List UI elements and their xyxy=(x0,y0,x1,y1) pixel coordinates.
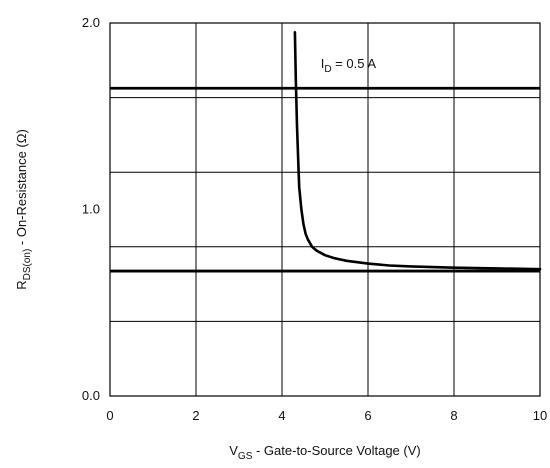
reference-lines xyxy=(110,86,540,273)
y-tick-labels: 0.0 1.0 2.0 xyxy=(82,15,100,403)
plot-frame xyxy=(109,22,541,397)
y-tick-label: 1.0 xyxy=(82,202,100,217)
x-tick-label: 4 xyxy=(278,408,285,423)
x-tick-labels: 0 2 4 6 8 10 xyxy=(106,408,547,423)
y-tick-label: 2.0 xyxy=(82,15,100,30)
y-tick-label: 0.0 xyxy=(82,388,100,403)
y-axis-title: RDS(on) - On-Resistance (Ω) xyxy=(14,129,33,290)
id-annotation: ID = 0.5 A xyxy=(321,56,377,75)
x-tick-label: 0 xyxy=(106,408,113,423)
grid xyxy=(110,23,540,396)
x-tick-label: 2 xyxy=(192,408,199,423)
x-tick-label: 10 xyxy=(533,408,547,423)
series-line-rds-on xyxy=(293,30,542,271)
x-tick-label: 6 xyxy=(364,408,371,423)
x-tick-label: 8 xyxy=(450,408,457,423)
x-axis-title: VGS - Gate-to-Source Voltage (V) xyxy=(229,443,420,462)
